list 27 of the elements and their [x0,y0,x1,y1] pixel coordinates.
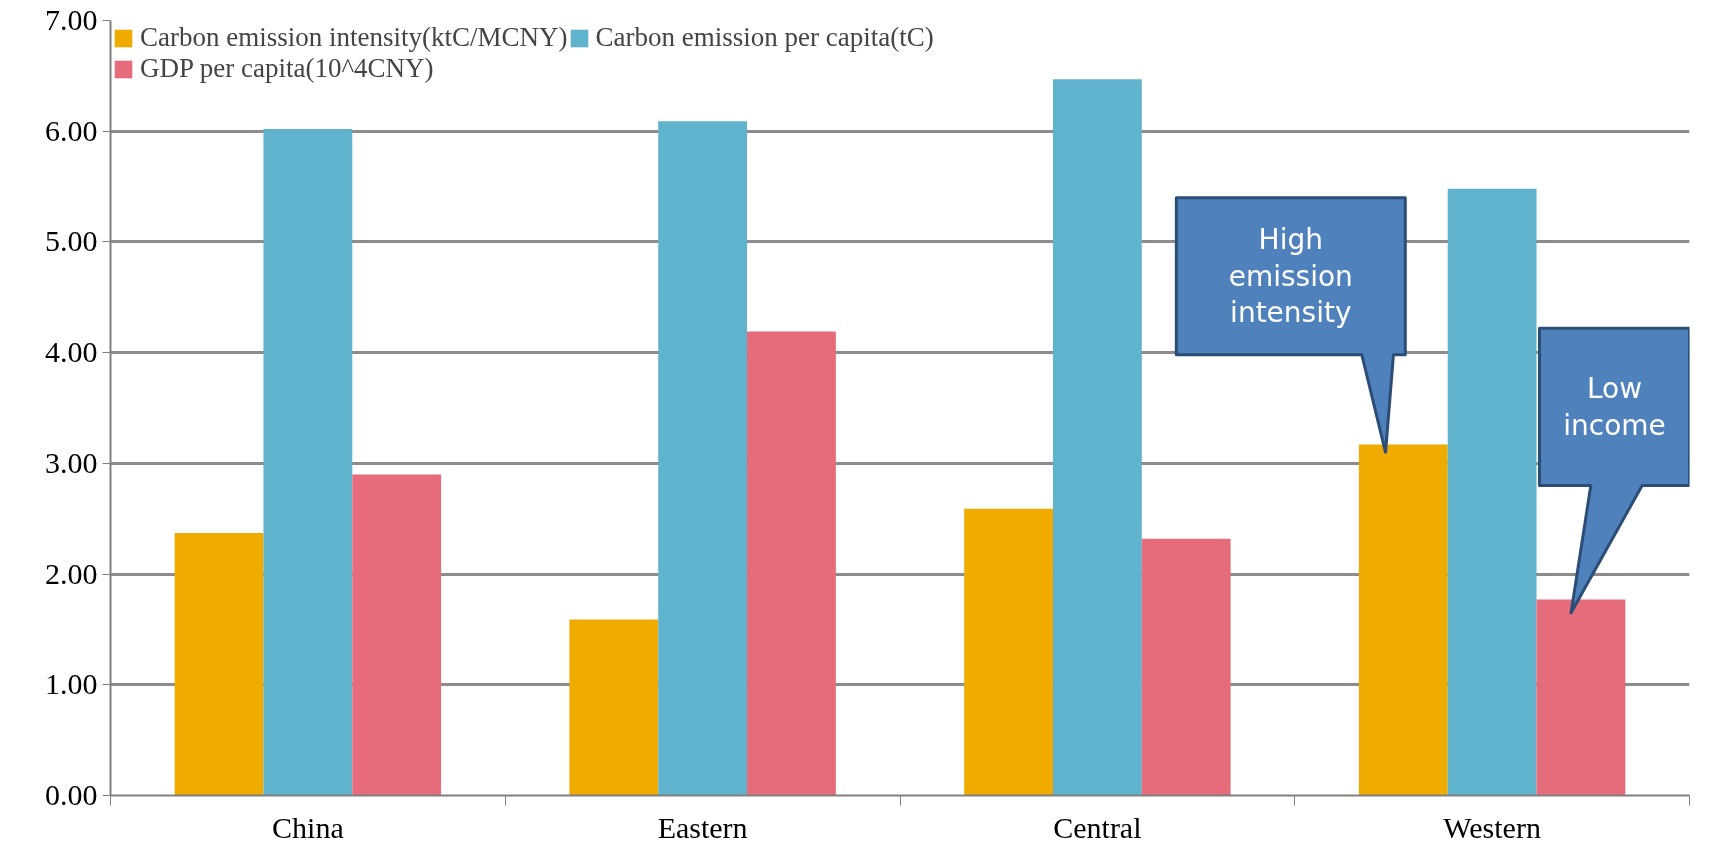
legend-label: Carbon emission per capita(tC) [595,22,934,53]
annotation: High emission intensity [1228,223,1353,330]
bar [964,508,1053,796]
bar [747,331,836,796]
y-tick-label: 1.00 [45,667,98,701]
bar [174,533,264,796]
y-tick-label: 3.00 [45,445,98,479]
bar [263,129,353,796]
bar [1141,538,1231,796]
bar [1447,188,1537,796]
x-tick-label: Western [1443,810,1541,844]
x-tick-label: Central [1053,810,1142,844]
legend-label: GDP per capita(10^4CNY) [140,53,434,84]
legend-label: Carbon emission intensity(ktC/MCNY) [140,22,568,53]
y-tick-label: 2.00 [45,556,98,590]
y-tick-label: 0.00 [45,778,98,811]
bar [569,619,659,796]
y-tick-label: 5.00 [45,224,98,258]
x-tick-label: China [272,810,344,844]
x-tick-label: Eastern [657,810,748,844]
bar [352,474,442,796]
y-tick-label: 4.00 [45,335,98,369]
bar [1052,79,1142,796]
bar [658,121,748,796]
y-tick-label: 6.00 [45,113,98,147]
y-tick-label: 7.00 [45,3,98,36]
annotation: Low income [1563,372,1666,442]
